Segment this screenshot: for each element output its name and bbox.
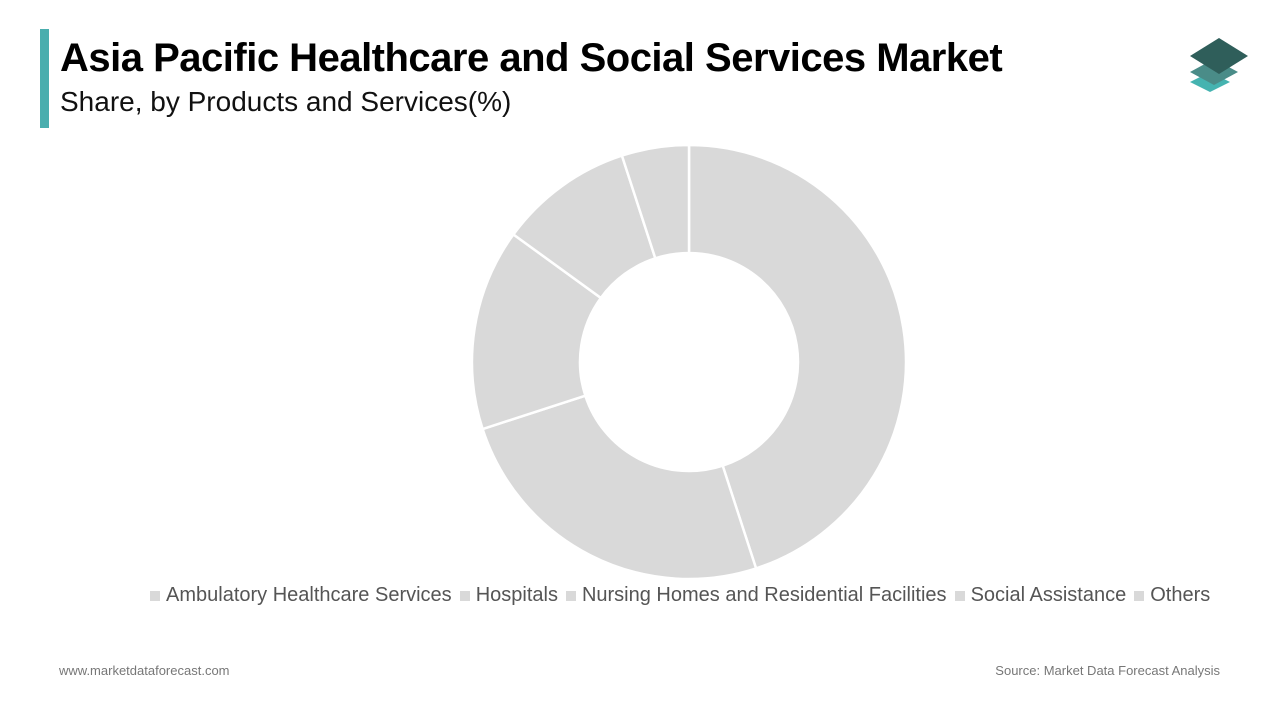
legend-swatch xyxy=(565,590,576,601)
legend-item-hospitals[interactable]: Hospitals xyxy=(459,584,558,607)
stacked-layers-logo-icon xyxy=(1190,38,1248,92)
chart-subtitle: Share, by Products and Services(%) xyxy=(60,86,512,117)
legend-item-nursing-homes[interactable]: Nursing Homes and Residential Facilities xyxy=(565,584,947,607)
legend-item-ambulatory[interactable]: Ambulatory Healthcare Services xyxy=(150,584,452,607)
donut-slice-others[interactable] xyxy=(620,143,691,260)
chart-legend: Ambulatory Healthcare Services Hospitals… xyxy=(150,584,1218,607)
legend-swatch xyxy=(150,590,160,601)
website-url: www.marketdataforecast.com xyxy=(59,663,230,678)
donut-slice-nursing-homes-and-residential-facilities[interactable] xyxy=(470,232,603,431)
title-accent-bar xyxy=(40,29,49,128)
source-note: Source: Market Data Forecast Analysis xyxy=(995,663,1220,678)
legend-item-social-assistance[interactable]: Social Assistance xyxy=(954,584,1126,607)
chart-title: Asia Pacific Healthcare and Social Servi… xyxy=(60,36,1003,80)
legend-swatch xyxy=(459,590,470,601)
legend-swatch xyxy=(954,590,965,601)
donut-slice-hospitals[interactable] xyxy=(481,394,758,581)
legend-item-others[interactable]: Others xyxy=(1134,584,1210,607)
donut-slice-ambulatory-healthcare-services[interactable] xyxy=(687,143,908,570)
legend-swatch xyxy=(1134,590,1145,601)
